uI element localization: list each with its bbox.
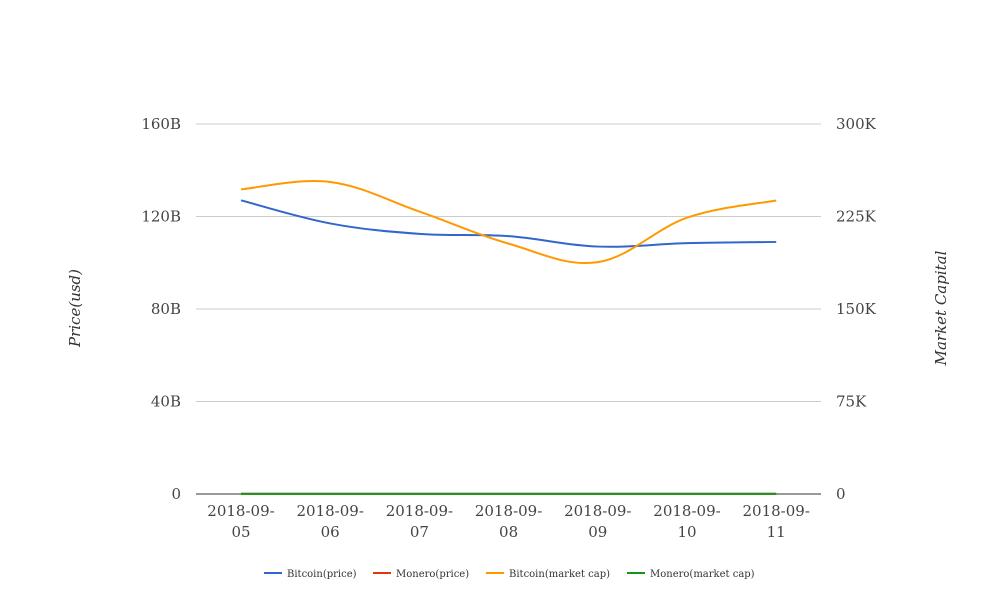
right-axis-title: Market Capital — [932, 250, 950, 366]
left-axis-ticks: 0 40B 80B 120B 160B — [141, 115, 181, 503]
series-lines — [240, 180, 777, 495]
series-line-bitcoin-price — [240, 199, 777, 248]
left-axis-title: Price(usd) — [66, 269, 84, 348]
left-tick-label: 160B — [141, 115, 181, 133]
x-tick-label: 2018-09-11 — [742, 502, 809, 541]
right-tick-label: 300K — [836, 115, 877, 133]
legend-label: Bitcoin(market cap) — [509, 569, 610, 580]
x-tick-label: 2018-09-07 — [386, 502, 453, 541]
x-tick-label: 2018-09-10 — [653, 502, 720, 541]
legend-label: Monero(market cap) — [650, 569, 755, 580]
x-axis-ticks: 2018-09-05 2018-09-06 2018-09-07 2018-09-08… — [207, 502, 810, 541]
x-tick-label: 2018-09-08 — [475, 502, 542, 541]
left-tick-label: 120B — [141, 208, 181, 226]
x-tick-label: 2018-09-06 — [296, 502, 363, 541]
legend-label: Bitcoin(price) — [287, 569, 357, 580]
gridlines — [196, 123, 821, 495]
legend-label: Monero(price) — [396, 569, 469, 580]
left-tick-label: 40B — [151, 393, 181, 411]
right-axis-ticks: 0 75K 150K 225K 300K — [836, 115, 877, 503]
right-tick-label: 0 — [836, 485, 846, 503]
left-tick-label: 80B — [151, 300, 181, 318]
x-tick-label: 2018-09-05 — [207, 502, 274, 541]
right-tick-label: 150K — [836, 300, 877, 318]
right-tick-label: 225K — [836, 208, 877, 226]
legend: Bitcoin(price) Monero(price) Bitcoin(marke… — [264, 569, 755, 580]
left-tick-label: 0 — [171, 485, 181, 503]
right-tick-label: 75K — [836, 393, 867, 411]
series-line-bitcoin-market-cap — [240, 180, 777, 264]
x-tick-label: 2018-09-09 — [564, 502, 631, 541]
